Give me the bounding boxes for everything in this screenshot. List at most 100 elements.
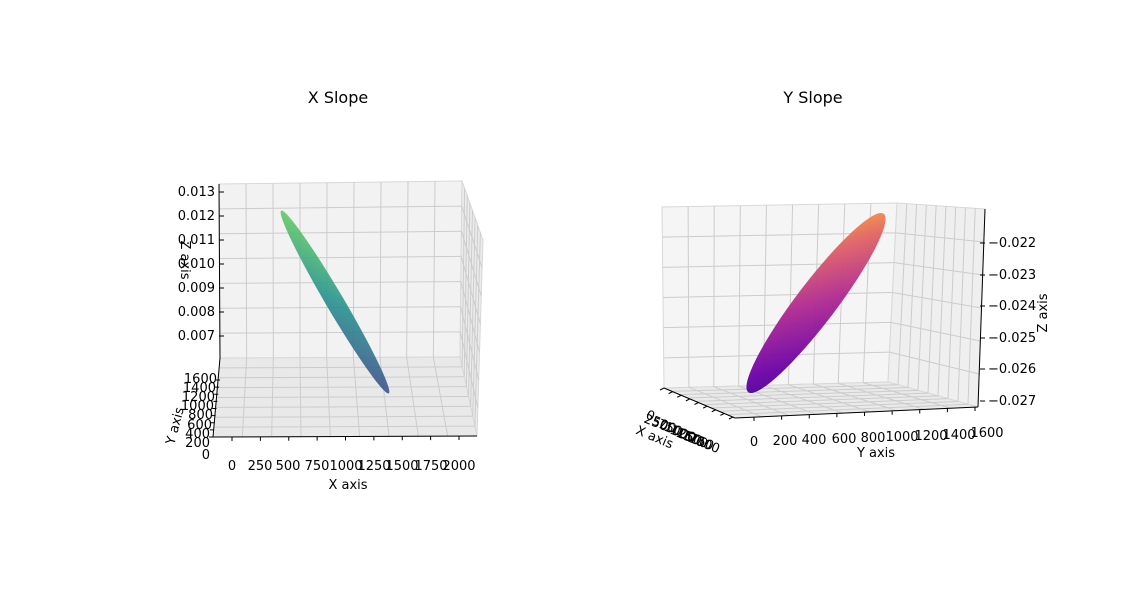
grid-line: [219, 255, 462, 260]
grid-line: [671, 384, 899, 392]
z-axis-label: Z axis: [177, 240, 192, 279]
grid-line: [862, 382, 952, 409]
slope-surface: [280, 210, 390, 394]
grid-line: [460, 306, 480, 381]
y-axis-line: [212, 357, 221, 438]
grid-line: [219, 281, 461, 284]
y-tick-label: 1000: [181, 399, 214, 414]
x-axis-line: [663, 387, 736, 419]
z-tick-label: −0.022: [988, 236, 1036, 251]
tick-marks: [209, 191, 460, 441]
y-axis-label: Y axis: [163, 406, 188, 448]
grid-line: [474, 232, 481, 427]
slope-surface: [746, 212, 886, 394]
y-tick-label: 600: [187, 418, 212, 433]
grid-line: [813, 383, 898, 412]
x-tick-label: 1250: [357, 459, 390, 474]
y-tick-label: 200: [185, 436, 210, 451]
grid-line: [217, 386, 467, 389]
x-tick-label: 750: [305, 459, 330, 474]
y-tick-label: 800: [861, 431, 886, 446]
grid-lines: [662, 203, 984, 418]
grid-line: [219, 331, 461, 334]
x-tick-mark: [659, 387, 665, 391]
x-tick-mark: [685, 398, 691, 402]
y-tick-label: 1600: [970, 426, 1003, 441]
grid-line: [703, 395, 939, 406]
x-axis-label: X axis: [328, 478, 367, 493]
y-tick-label: 400: [185, 427, 210, 442]
grid-lines: [213, 181, 483, 437]
y-tick-label: 200: [773, 434, 798, 449]
grid-line: [460, 281, 481, 353]
grid-line: [838, 382, 925, 410]
y-tick-label: 1000: [885, 430, 918, 445]
x-slope-panel: X Slope 0.013 0.012 0.011 0.010 0.009 0.…: [163, 88, 484, 493]
grid-line: [459, 331, 479, 409]
z-axis-line: [218, 183, 221, 359]
tick-marks: [659, 242, 985, 421]
grid-line: [219, 230, 462, 235]
grid-line: [216, 396, 469, 398]
grid-line: [889, 351, 980, 375]
y-tick-label: 0: [202, 448, 210, 463]
grid-line: [432, 181, 436, 358]
y-tick-label: 400: [802, 433, 827, 448]
z-tick-label: 0.008: [178, 305, 215, 320]
x-tick-label: 1750: [414, 459, 447, 474]
grid-line: [890, 321, 981, 342]
x-tick-label: 1500: [385, 459, 418, 474]
x-tick-mark: [728, 416, 734, 420]
z-tick-label: −0.026: [988, 362, 1036, 377]
y-axis-label: Y axis: [856, 446, 895, 461]
grid-line: [788, 384, 871, 413]
y-tick-label: 1400: [183, 381, 216, 396]
grid-line: [465, 203, 471, 387]
grid-line: [472, 225, 479, 417]
z-tick-label: 0.011: [178, 233, 215, 248]
grid-line: [892, 292, 982, 309]
x-tick-mark: [694, 402, 699, 405]
z-tick-label: 0.007: [178, 329, 215, 344]
grid-line: [687, 389, 919, 399]
x-tick-mark: [702, 405, 708, 409]
grid-line: [711, 398, 949, 409]
grid-line: [719, 400, 959, 412]
grid-line: [460, 256, 481, 325]
y-tick-label: 800: [188, 408, 213, 423]
grid-line: [713, 386, 790, 417]
grid-line: [214, 415, 473, 418]
x-tick-label: 500: [276, 459, 301, 474]
grid-line: [468, 210, 473, 397]
chart-title: Y Slope: [782, 88, 842, 107]
grid-line: [727, 403, 969, 416]
y-axis-line: [734, 406, 979, 419]
grid-line: [463, 195, 468, 377]
grid-line: [245, 183, 248, 358]
x-tick-label: 2000: [442, 459, 475, 474]
z-tick-label: −0.024: [988, 299, 1036, 314]
x-tick-label: 1000: [329, 459, 362, 474]
y-tick-label: 0: [750, 435, 758, 450]
grid-line: [893, 262, 983, 276]
y-tick-label: 1200: [182, 390, 215, 405]
y-tick-label: 1200: [914, 429, 947, 444]
z-tick-label: −0.023: [988, 268, 1036, 283]
x-tick-mark: [668, 391, 673, 395]
grid-line: [213, 425, 475, 428]
grid-line: [215, 405, 471, 408]
grid-line: [219, 366, 463, 369]
x-tick-label: 0: [228, 459, 236, 474]
z-tick-label: 0.013: [178, 185, 215, 200]
grid-line: [763, 384, 844, 414]
y-slope-panel: Y Slope −0.022 −0.023 −0.024 −0.025 −0.0…: [633, 88, 1051, 461]
z-tick-label: 0.010: [178, 257, 215, 272]
grid-line: [379, 181, 382, 358]
grid-line: [695, 392, 929, 402]
grid-line: [460, 231, 482, 297]
z-tick-label: 0.009: [178, 281, 215, 296]
z-tick-label: 0.012: [178, 209, 215, 224]
x-tick-mark: [711, 409, 716, 413]
y-tick-label: 600: [832, 432, 857, 447]
x-tick-label: 250: [248, 459, 273, 474]
